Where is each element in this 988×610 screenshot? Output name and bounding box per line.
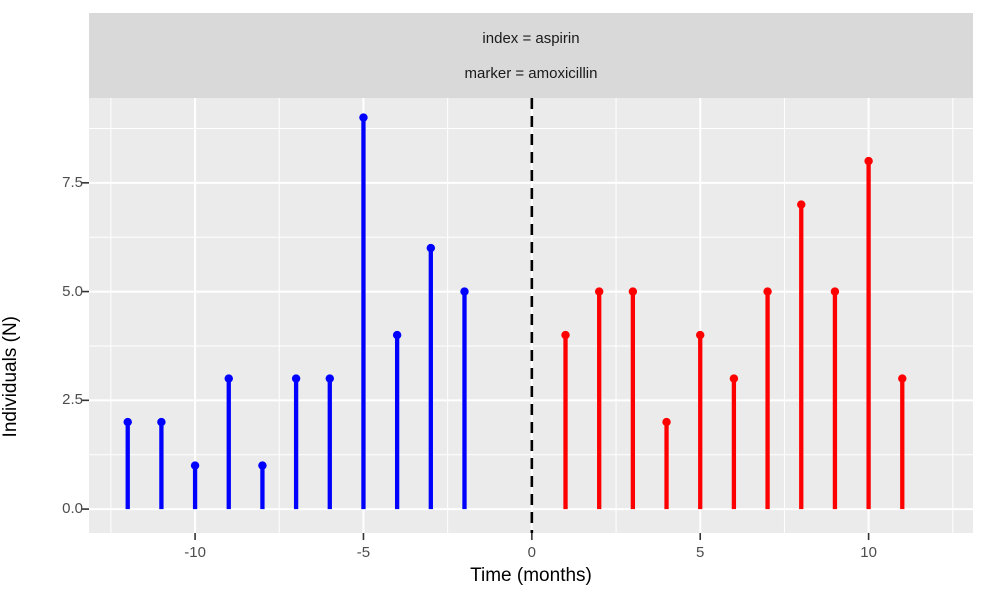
stem-point-marker [729,374,739,383]
stem-point-index [157,417,166,427]
stem-point-index [460,287,469,296]
stem-point-marker [594,287,604,296]
facet-strip-line-index: index = aspirin [482,29,580,47]
y-tick-label: 7.5 [62,173,83,191]
stem-point-marker [628,287,638,296]
stem-point-index [123,417,132,427]
y-tick-label: 2.5 [62,391,83,409]
stem-point-index [224,374,233,383]
facet-strip: index = aspirin marker = amoxicillin [89,13,973,98]
y-tick-label: 5.0 [62,282,83,300]
x-tick-label: 0 [527,544,536,561]
stem-point-marker [763,287,772,296]
y-axis-title-text: Individuals (N) [0,316,21,438]
x-axis-title: Time (months) [470,565,592,586]
stem-point-index [392,330,402,340]
x-tick-label: -5 [356,544,371,561]
stem-point-marker [898,374,907,383]
y-tick-label: 0.0 [62,500,83,518]
stem-point-marker [864,156,873,166]
stem-point-index [426,243,436,253]
stem-point-index [258,461,267,470]
stem-point-index [325,374,334,383]
stem-point-marker [830,287,840,296]
stem-point-marker [696,330,705,340]
stem-point-index [359,113,368,122]
facet-strip-line-marker: marker = amoxicillin [464,64,598,82]
x-tick-label: -10 [184,544,206,561]
stem-point-marker [662,417,671,427]
x-tick-label: 10 [860,544,877,561]
stem-point-marker [797,200,806,209]
stem-point-marker [561,330,570,340]
x-tick-label: 5 [696,544,705,561]
stem-point-index [291,374,301,383]
stem-point-index [190,461,200,470]
